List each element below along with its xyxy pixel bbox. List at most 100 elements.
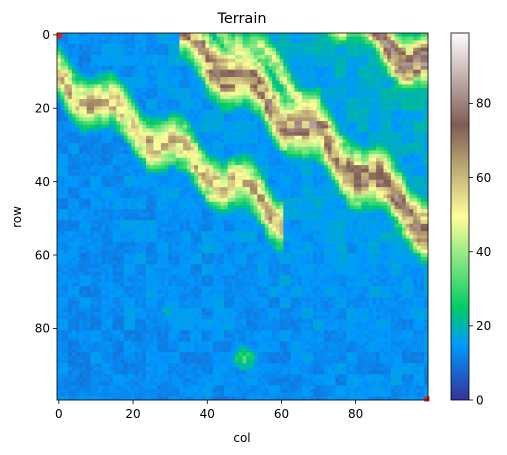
heatmap-cell bbox=[335, 161, 340, 166]
heatmap-cell bbox=[298, 73, 303, 78]
heatmap-cell bbox=[298, 154, 303, 159]
heatmap-cell bbox=[97, 165, 102, 170]
heatmap-cell bbox=[398, 73, 403, 78]
heatmap-cell bbox=[164, 183, 169, 188]
heatmap-cell bbox=[364, 66, 369, 71]
heatmap-cell bbox=[86, 143, 91, 148]
heatmap-cell bbox=[94, 55, 99, 60]
heatmap-cell bbox=[105, 124, 110, 129]
heatmap-cell bbox=[97, 198, 102, 203]
heatmap-cell bbox=[183, 198, 188, 203]
heatmap-cell bbox=[172, 139, 177, 144]
heatmap-cell bbox=[68, 77, 73, 82]
heatmap-cell bbox=[175, 157, 180, 162]
heatmap-cell bbox=[331, 102, 336, 107]
heatmap-cell bbox=[238, 172, 243, 177]
heatmap-cell bbox=[131, 80, 136, 85]
heatmap-cell bbox=[331, 121, 336, 126]
heatmap-cell bbox=[294, 40, 299, 45]
heatmap-cell bbox=[220, 205, 225, 210]
heatmap-cell bbox=[405, 154, 410, 159]
heatmap-cell bbox=[123, 58, 128, 63]
heatmap-cell bbox=[290, 95, 295, 100]
heatmap-cell bbox=[346, 139, 351, 144]
heatmap-cell bbox=[157, 143, 162, 148]
heatmap-cell bbox=[298, 84, 303, 89]
heatmap-cell bbox=[301, 209, 306, 214]
heatmap-cell bbox=[90, 135, 95, 140]
heatmap-cell bbox=[320, 95, 325, 100]
heatmap-cell bbox=[57, 135, 62, 140]
heatmap-cell bbox=[279, 117, 284, 122]
heatmap-cell bbox=[294, 113, 299, 118]
heatmap-cell bbox=[398, 146, 403, 151]
heatmap-cell bbox=[268, 106, 273, 111]
heatmap-cell bbox=[186, 150, 191, 155]
heatmap-cell bbox=[287, 165, 292, 170]
heatmap-cell bbox=[275, 51, 280, 56]
heatmap-cell bbox=[60, 176, 65, 181]
heatmap-cell bbox=[183, 69, 188, 74]
heatmap-cell bbox=[101, 209, 106, 214]
heatmap-cell bbox=[235, 69, 240, 74]
heatmap-cell bbox=[112, 190, 117, 195]
heatmap-cell bbox=[405, 84, 410, 89]
heatmap-cell bbox=[324, 168, 329, 173]
heatmap-cell bbox=[134, 205, 139, 210]
heatmap-cell bbox=[116, 135, 121, 140]
heatmap-cell bbox=[249, 209, 254, 214]
heatmap-cell bbox=[131, 121, 136, 126]
heatmap-cell bbox=[223, 201, 229, 206]
heatmap-cell bbox=[364, 157, 369, 162]
heatmap-cell bbox=[57, 212, 62, 217]
heatmap-cell bbox=[402, 117, 407, 122]
heatmap-cell bbox=[249, 44, 254, 49]
heatmap-cell bbox=[231, 201, 236, 206]
heatmap-cell bbox=[272, 84, 277, 89]
heatmap-cell bbox=[338, 88, 344, 93]
heatmap-cell bbox=[223, 117, 229, 122]
heatmap-cell bbox=[160, 88, 165, 93]
heatmap-cell bbox=[157, 113, 162, 118]
heatmap-cell bbox=[90, 212, 95, 217]
heatmap-cell bbox=[153, 161, 158, 166]
heatmap-cell bbox=[312, 198, 318, 203]
heatmap-cell bbox=[90, 62, 95, 67]
heatmap-cell bbox=[183, 212, 188, 217]
heatmap-cell bbox=[290, 58, 295, 63]
heatmap-cell bbox=[290, 168, 295, 173]
heatmap-cell bbox=[108, 139, 113, 144]
heatmap-cell bbox=[149, 190, 154, 195]
heatmap-cell bbox=[390, 146, 395, 151]
heatmap-cell bbox=[372, 187, 377, 192]
heatmap-cell bbox=[235, 146, 240, 151]
heatmap-cell bbox=[57, 161, 62, 166]
heatmap-cell bbox=[279, 154, 284, 159]
heatmap-cell bbox=[346, 58, 351, 63]
heatmap-cell bbox=[301, 40, 306, 45]
heatmap-cell bbox=[335, 113, 340, 118]
heatmap-cell bbox=[402, 102, 407, 107]
heatmap-cell bbox=[409, 88, 414, 93]
heatmap-cell bbox=[390, 99, 395, 104]
heatmap-cell bbox=[172, 113, 177, 118]
heatmap-cell bbox=[357, 99, 362, 104]
heatmap-cell bbox=[324, 146, 329, 151]
heatmap-cell bbox=[268, 201, 273, 206]
heatmap-cell bbox=[376, 132, 381, 137]
heatmap-cell bbox=[387, 73, 392, 78]
heatmap-cell bbox=[79, 62, 84, 67]
heatmap-cell bbox=[94, 91, 99, 96]
heatmap-cell bbox=[420, 154, 425, 159]
heatmap-cell bbox=[376, 44, 381, 49]
heatmap-cell bbox=[409, 124, 414, 129]
heatmap-cell bbox=[160, 168, 165, 173]
heatmap-cell bbox=[372, 69, 377, 74]
heatmap-cell bbox=[379, 88, 384, 93]
heatmap-cell bbox=[268, 47, 273, 52]
heatmap-cell bbox=[216, 73, 221, 78]
heatmap-cell bbox=[376, 205, 381, 210]
heatmap-cell bbox=[190, 143, 195, 148]
heatmap-cell bbox=[420, 135, 425, 140]
heatmap-cell bbox=[376, 135, 381, 140]
